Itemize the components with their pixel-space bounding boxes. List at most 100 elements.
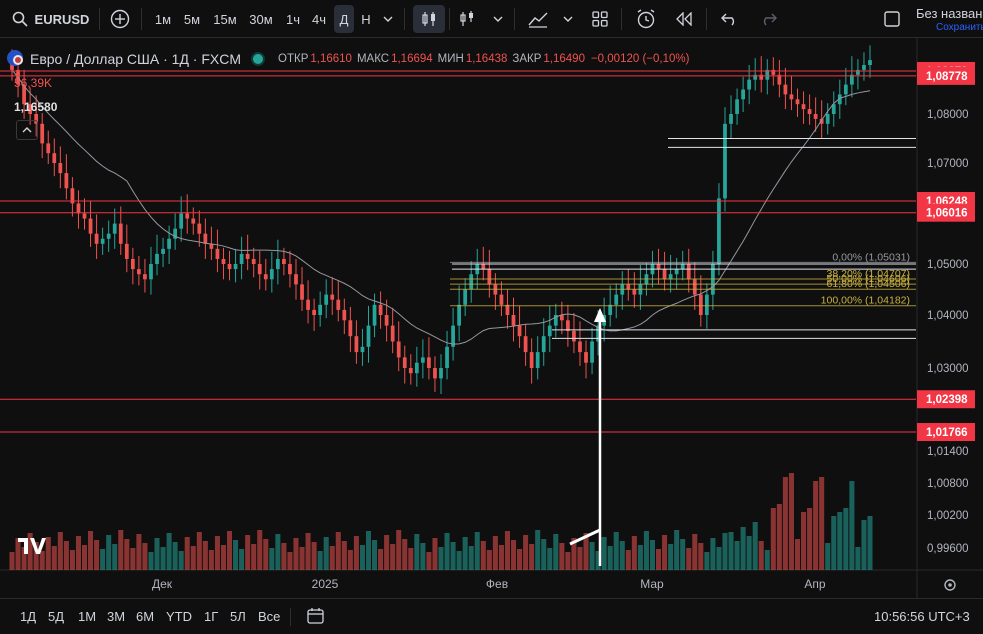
candle-body (88, 218, 93, 234)
volume-bar (408, 548, 414, 570)
volume-bar (329, 546, 335, 570)
indicators-icon[interactable] (454, 5, 482, 33)
range-ytd[interactable]: YTD (166, 609, 192, 624)
interval-1m[interactable]: 1м (154, 11, 172, 27)
candle-body (124, 243, 129, 259)
clock-timezone[interactable]: 10:56:56 UTC+3 (874, 609, 970, 624)
volume-bar (88, 531, 94, 570)
price-tick-label: 1,01400 (927, 446, 969, 458)
range-all[interactable]: Все (258, 609, 281, 624)
interval-day[interactable]: Д (334, 5, 354, 33)
range-1m[interactable]: 1М (78, 609, 97, 624)
symbol-search[interactable]: EURUSD (34, 11, 90, 27)
fx-chevron-down-icon[interactable] (554, 5, 582, 33)
price-tick-label: 1,03000 (927, 363, 969, 375)
candle-body (753, 74, 758, 80)
volume-bar (21, 547, 27, 570)
goto-date-icon[interactable] (306, 606, 326, 631)
volume-bar (257, 530, 263, 570)
candle-body (167, 238, 171, 249)
volume-bar (843, 508, 849, 570)
time-axis-label: 2025 (312, 577, 339, 591)
volume-bar (565, 552, 571, 570)
range-3m[interactable]: 3М (107, 609, 126, 624)
indicators-chevron-down-icon[interactable] (484, 5, 512, 33)
volume-bar (861, 520, 867, 570)
volume-bar (837, 512, 843, 570)
volume-bar (359, 545, 365, 570)
range-1y[interactable]: 1Г (204, 609, 219, 624)
compare-add-icon[interactable] (106, 5, 134, 33)
interval-4h[interactable]: 4ч (311, 11, 326, 27)
replay-icon[interactable] (670, 5, 698, 33)
interval-chevron-down-icon[interactable] (374, 5, 402, 33)
candle-body (257, 264, 262, 275)
layout-grid-icon[interactable] (586, 5, 614, 33)
volume-bar (577, 547, 583, 570)
range-6m[interactable]: 6М (136, 609, 155, 624)
candle-body (789, 94, 794, 100)
candle-body (421, 357, 425, 363)
candle-body (735, 99, 739, 114)
layout-name[interactable]: Без назван (916, 6, 983, 21)
candle-body (143, 274, 147, 280)
price-chart[interactable]: 1,08000 1,07000 1,05000 1,04000 1,03000 1,014… (0, 38, 983, 598)
volume-bar (390, 544, 396, 570)
volume-bar (353, 536, 359, 570)
open-label: ОТКР (278, 53, 309, 65)
candle-body (463, 289, 468, 305)
volume-bar (686, 548, 692, 570)
volume-bar (486, 550, 492, 570)
volume-bar (450, 542, 456, 570)
volume-bar (299, 547, 305, 570)
redo-icon[interactable] (754, 5, 782, 33)
range-5d[interactable]: 5Д (48, 609, 65, 624)
search-icon[interactable] (6, 5, 34, 33)
volume-bar (81, 545, 88, 570)
candle-body (674, 269, 679, 275)
candle-body (608, 304, 613, 315)
candle-body (469, 274, 474, 290)
alert-clock-icon[interactable] (632, 5, 660, 33)
interval-15m[interactable]: 15м (213, 11, 237, 27)
indicators-fx-icon[interactable] (524, 5, 552, 33)
volume-bar (849, 481, 855, 570)
volume-bar (317, 551, 323, 570)
interval-5m[interactable]: 5м (183, 11, 201, 27)
interval-30m[interactable]: 30м (249, 11, 273, 27)
interval-week[interactable]: Н (361, 11, 371, 27)
candle-body (517, 325, 522, 337)
collapse-legend-icon[interactable] (16, 120, 38, 140)
interval-1h[interactable]: 1ч (285, 11, 300, 27)
undo-icon[interactable] (716, 5, 744, 33)
volume-bar (142, 543, 148, 570)
candle-body (390, 325, 395, 342)
price-level-tag (917, 390, 975, 409)
price-tick-label: 0,99600 (927, 543, 969, 555)
volume-bar (63, 541, 69, 570)
candle-body (197, 223, 202, 234)
range-1d[interactable]: 1Д (20, 609, 37, 624)
candle-body (837, 94, 842, 105)
volume-bar (341, 541, 347, 570)
candle-body (831, 104, 836, 114)
high-label: МАКС (356, 53, 390, 65)
layout-save-status[interactable]: Сохранить (936, 22, 983, 33)
candle-body (336, 299, 341, 310)
candles-chart-type-icon[interactable] (413, 5, 445, 33)
volume-bar (15, 538, 21, 570)
candle-body (572, 330, 576, 342)
volume-bar (662, 535, 668, 570)
volume-bar (227, 531, 233, 570)
candle-body (58, 163, 63, 174)
candle-body (729, 114, 733, 124)
candle-body (451, 325, 455, 347)
candle-body (64, 173, 69, 189)
volume-bar (269, 548, 275, 570)
volume-bar (468, 546, 474, 570)
volume-bar (613, 532, 619, 570)
range-5y[interactable]: 5Л (230, 609, 246, 624)
candle-body (40, 123, 45, 144)
layout-square-icon[interactable] (878, 5, 906, 33)
symbol-title[interactable]: Евро / Доллар США · 1Д · FXCM (30, 51, 242, 67)
